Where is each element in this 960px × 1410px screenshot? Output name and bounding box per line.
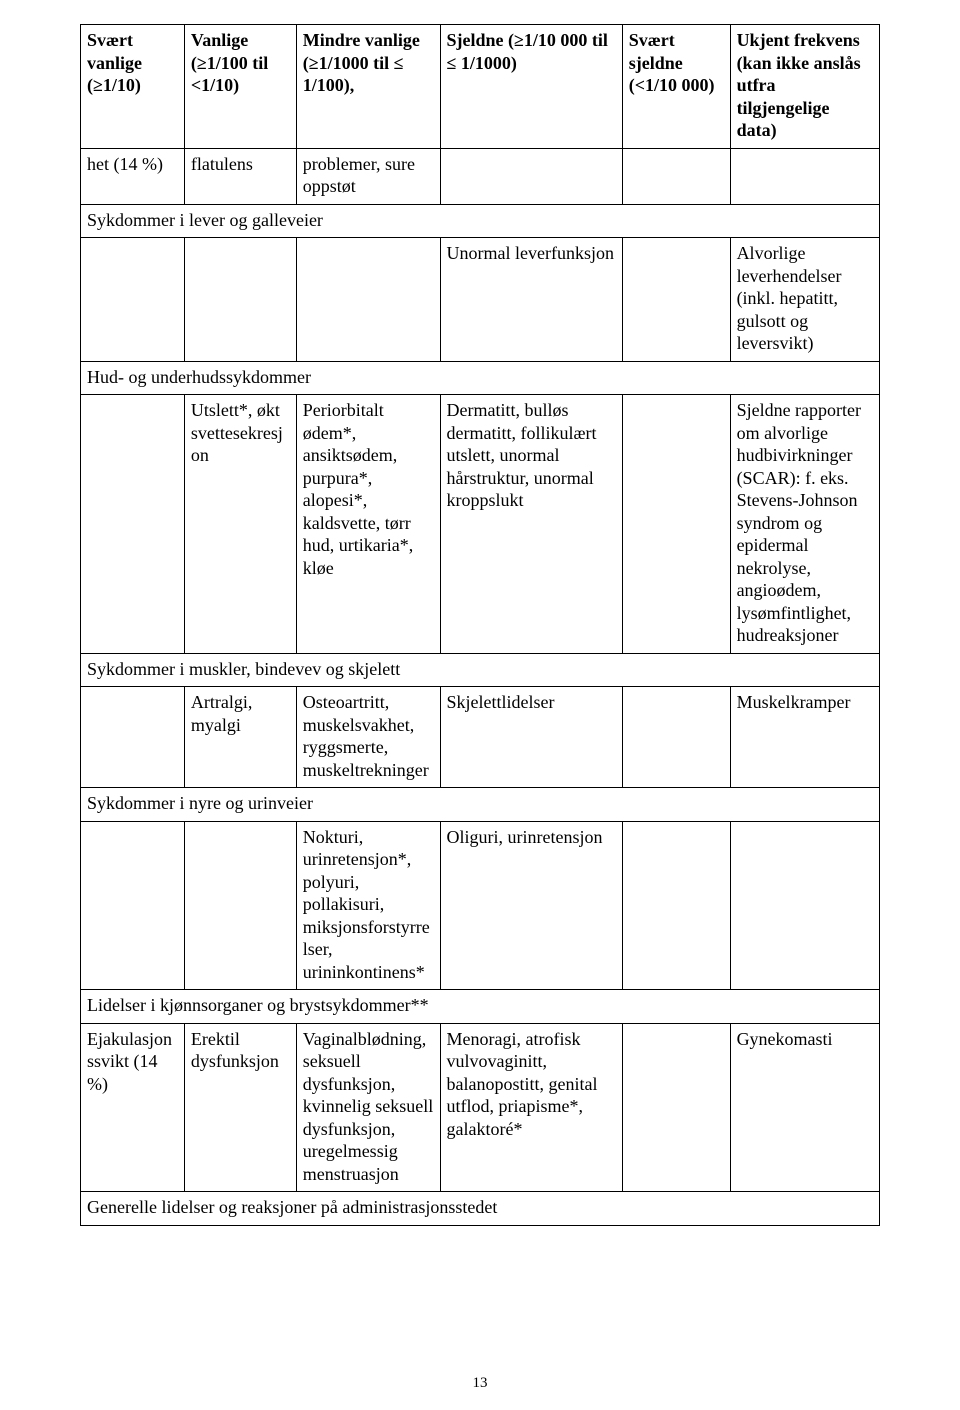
cell: Dermatitt, bulløs dermatitt, follikulært… (440, 395, 622, 654)
cell: het (14 %) (81, 148, 185, 204)
section-title-general: Generelle lidelser og reaksjoner på admi… (81, 1192, 880, 1226)
section-title-cell: Sykdommer i lever og galleveier (81, 204, 880, 238)
cell: Sjeldne rapporter om alvorlige hudbivirk… (730, 395, 879, 654)
section-title-reproductive: Lidelser i kjønnsorganer og brystsykdomm… (81, 990, 880, 1024)
section-title-cell: Generelle lidelser og reaksjoner på admi… (81, 1192, 880, 1226)
cell (622, 238, 730, 362)
cell (296, 238, 440, 362)
cell (184, 238, 296, 362)
table-row: het (14 %) flatulens problemer, sure opp… (81, 148, 880, 204)
col-header-very-rare: Svært sjeldne (<1/10 000) (622, 25, 730, 149)
cell: Menoragi, atrofisk vulvovaginitt, balano… (440, 1023, 622, 1192)
cell (730, 821, 879, 990)
cell: Osteoartritt, muskelsvakhet, ryggsmerte,… (296, 687, 440, 788)
cell: Alvorlige leverhendelser (inkl. hepatitt… (730, 238, 879, 362)
col-header-common: Vanlige (≥1/100 til <1/10) (184, 25, 296, 149)
cell (81, 821, 185, 990)
section-title-cell: Lidelser i kjønnsorganer og brystsykdomm… (81, 990, 880, 1024)
col-header-less-common: Mindre vanlige (≥1/1000 til ≤ 1/100), (296, 25, 440, 149)
cell: Skjelettlidelser (440, 687, 622, 788)
cell: Vaginalblødning, seksuell dysfunksjon, k… (296, 1023, 440, 1192)
cell: Oliguri, urinretensjon (440, 821, 622, 990)
table-row: Artralgi, myalgi Osteoartritt, muskelsva… (81, 687, 880, 788)
cell: Ejakulasjonssvikt (14 %) (81, 1023, 185, 1192)
cell (622, 1023, 730, 1192)
col-header-rare: Sjeldne (≥1/10 000 til ≤ 1/1000) (440, 25, 622, 149)
page: Svært vanlige (≥1/10) Vanlige (≥1/100 ti… (0, 0, 960, 1410)
cell: Periorbitalt ødem*, ansiktsødem, purpura… (296, 395, 440, 654)
section-title-liver: Sykdommer i lever og galleveier (81, 204, 880, 238)
cell (440, 148, 622, 204)
cell (81, 687, 185, 788)
table-row: Nokturi, urinretensjon*, polyuri, pollak… (81, 821, 880, 990)
table-row: Unormal leverfunksjon Alvorlige leverhen… (81, 238, 880, 362)
cell: Unormal leverfunksjon (440, 238, 622, 362)
cell (730, 148, 879, 204)
cell: Artralgi, myalgi (184, 687, 296, 788)
cell (622, 148, 730, 204)
col-header-very-common: Svært vanlige (≥1/10) (81, 25, 185, 149)
col-header-unknown: Ukjent frekvens (kan ikke anslås utfra t… (730, 25, 879, 149)
cell: problemer, sure oppstøt (296, 148, 440, 204)
section-title-cell: Sykdommer i nyre og urinveier (81, 788, 880, 822)
table-row: Ejakulasjonssvikt (14 %) Erektil dysfunk… (81, 1023, 880, 1192)
table-row: Utslett*, økt svettesekresjon Periorbita… (81, 395, 880, 654)
section-title-muscle: Sykdommer i muskler, bindevev og skjelet… (81, 653, 880, 687)
cell: Gynekomasti (730, 1023, 879, 1192)
frequency-table: Svært vanlige (≥1/10) Vanlige (≥1/100 ti… (80, 24, 880, 1226)
section-title-cell: Sykdommer i muskler, bindevev og skjelet… (81, 653, 880, 687)
section-title-skin: Hud- og underhudssykdommer (81, 361, 880, 395)
section-title-kidney: Sykdommer i nyre og urinveier (81, 788, 880, 822)
page-number: 13 (0, 1375, 960, 1392)
cell: flatulens (184, 148, 296, 204)
cell: Nokturi, urinretensjon*, polyuri, pollak… (296, 821, 440, 990)
cell (81, 238, 185, 362)
table-header-row: Svært vanlige (≥1/10) Vanlige (≥1/100 ti… (81, 25, 880, 149)
cell: Erektil dysfunksjon (184, 1023, 296, 1192)
cell (184, 821, 296, 990)
cell (622, 687, 730, 788)
cell (622, 395, 730, 654)
cell: Utslett*, økt svettesekresjon (184, 395, 296, 654)
section-title-cell: Hud- og underhudssykdommer (81, 361, 880, 395)
cell (81, 395, 185, 654)
cell (622, 821, 730, 990)
cell: Muskelkramper (730, 687, 879, 788)
